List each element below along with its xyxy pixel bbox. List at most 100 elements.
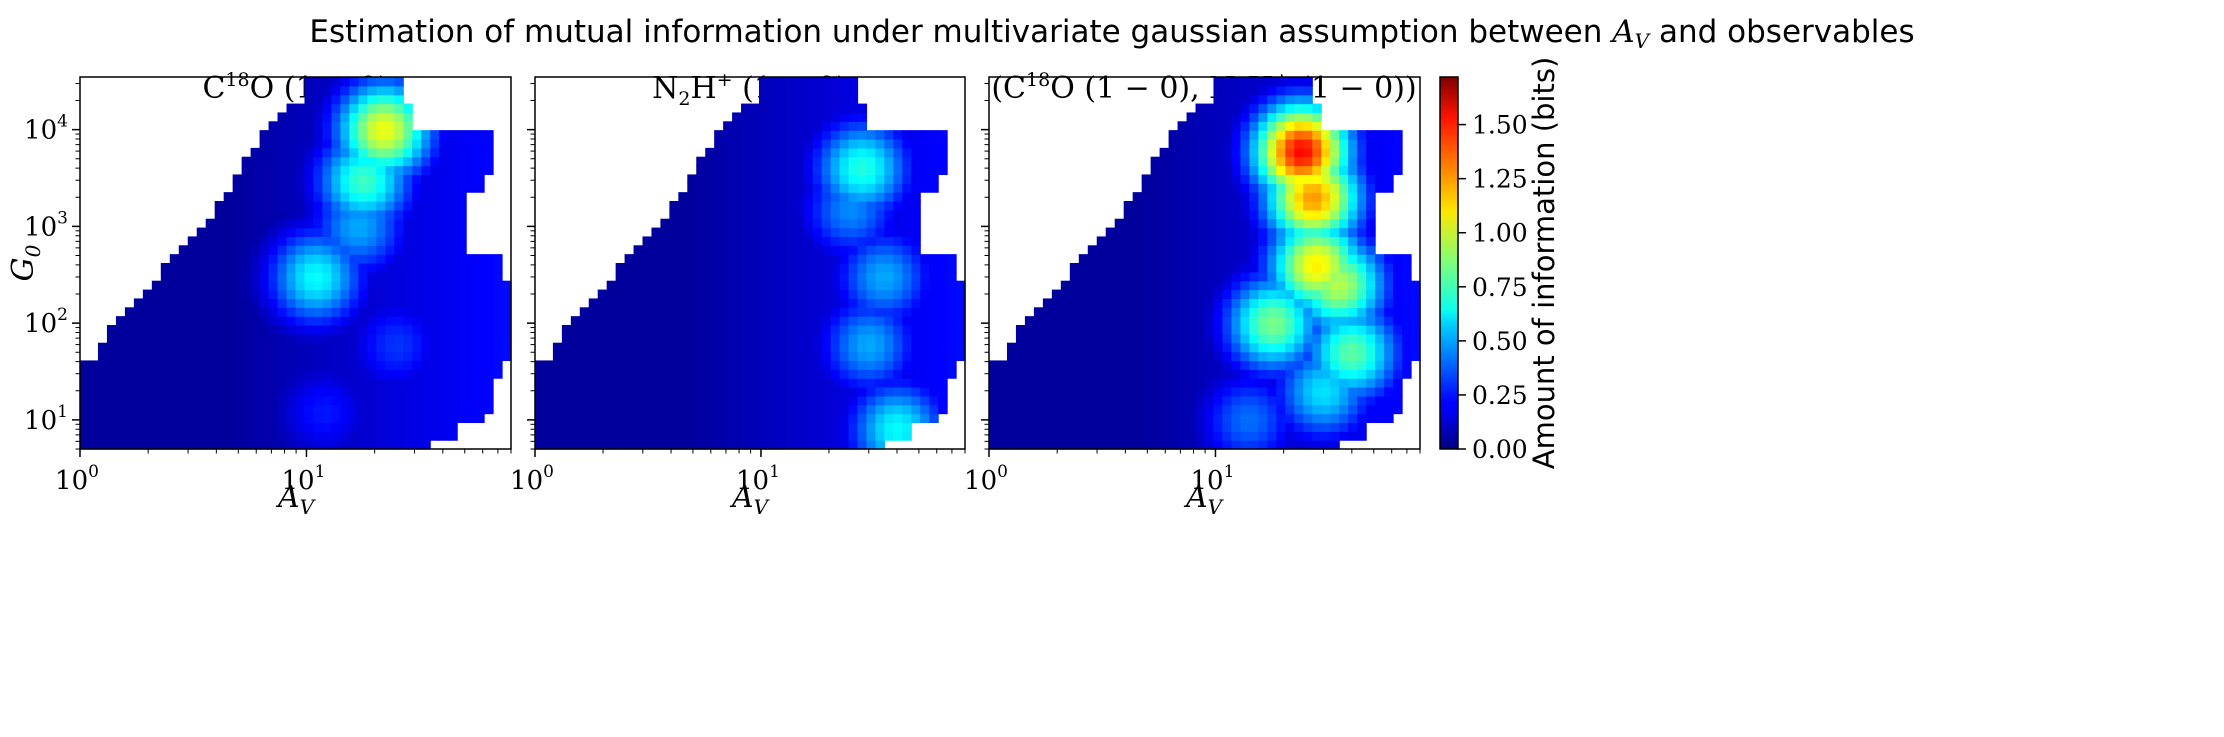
heatmap-cell	[615, 422, 626, 432]
heatmap-cell	[776, 440, 787, 450]
heatmap-cell	[920, 254, 930, 264]
heatmap-cell	[241, 378, 252, 388]
heatmap-cell	[1249, 422, 1259, 432]
heatmap-cell	[1222, 209, 1233, 220]
heatmap-cell	[1096, 413, 1107, 424]
heatmap-cell	[421, 360, 431, 370]
heatmap-cell	[1186, 289, 1197, 300]
heatmap-cell	[1186, 333, 1197, 344]
heatmap-cell	[857, 333, 868, 344]
heatmap-cell	[1168, 254, 1179, 264]
heatmap-cell	[1366, 254, 1376, 264]
heatmap-cell	[1195, 263, 1206, 273]
heatmap-cell	[723, 263, 733, 273]
heatmap-cell	[1123, 387, 1134, 397]
heatmap-cell	[1006, 395, 1017, 406]
heatmap-cell	[1303, 360, 1313, 370]
heatmap-cell	[1141, 440, 1152, 450]
heatmap-cell	[857, 378, 868, 388]
heatmap-cell	[376, 139, 386, 149]
heatmap-cell	[1375, 342, 1385, 353]
heatmap-cell	[403, 342, 413, 353]
heatmap-cell	[1078, 271, 1089, 282]
heatmap-cell	[902, 218, 912, 229]
heatmap-cell	[1348, 263, 1358, 273]
heatmap-cell	[331, 192, 341, 202]
heatmap-cell	[866, 174, 877, 184]
heatmap-cell	[543, 387, 554, 397]
heatmap-cell	[714, 316, 724, 326]
heatmap-cell	[803, 413, 814, 424]
heatmap-cell	[803, 342, 814, 353]
heatmap-cell	[938, 325, 948, 335]
heatmap-cell	[1375, 271, 1385, 282]
heatmap-cell	[223, 325, 234, 335]
heatmap-cell	[794, 342, 805, 353]
heatmap-cell	[714, 404, 724, 415]
heatmap-cell	[187, 404, 198, 415]
heatmap-cell	[367, 236, 377, 246]
heatmap-cell	[767, 333, 778, 344]
heatmap-cell	[268, 192, 279, 202]
heatmap-cell	[1177, 307, 1188, 317]
heatmap-cell	[349, 378, 359, 388]
heatmap-cell	[1357, 351, 1367, 362]
heatmap-cell	[1078, 440, 1089, 450]
heatmap-cell	[412, 201, 422, 211]
heatmap-cell	[286, 130, 297, 140]
heatmap-cell	[430, 307, 440, 317]
heatmap-cell	[750, 201, 760, 211]
heatmap-cell	[277, 156, 288, 167]
heatmap-cell	[133, 333, 144, 344]
heatmap-cell	[304, 165, 315, 176]
heatmap-cell	[1330, 165, 1340, 176]
heatmap-cell	[750, 121, 760, 131]
heatmap-cell	[588, 307, 599, 317]
heatmap-cell	[597, 325, 608, 335]
heatmap-cell	[214, 271, 225, 282]
heatmap-cell	[1051, 342, 1062, 353]
heatmap-cell	[322, 156, 333, 167]
heatmap-cell	[714, 174, 724, 184]
heatmap-cell	[552, 422, 563, 432]
heatmap-cell	[1096, 422, 1107, 432]
heatmap-cell	[205, 227, 216, 238]
heatmap-cell	[1114, 333, 1125, 344]
heatmap-cell	[732, 316, 742, 326]
heatmap-cell	[579, 325, 590, 335]
heatmap-cell	[785, 316, 796, 326]
heatmap-cell	[484, 254, 494, 264]
heatmap-cell	[403, 333, 413, 344]
heatmap-cell	[893, 139, 903, 149]
heatmap-cell	[669, 209, 679, 220]
heatmap-cell	[304, 227, 315, 238]
heatmap-cell	[142, 395, 153, 406]
heatmap-cell	[223, 413, 234, 424]
heatmap-cell	[1231, 112, 1242, 122]
heatmap-cell	[286, 307, 297, 317]
heatmap-cell	[1222, 387, 1233, 397]
heatmap-cell	[1312, 147, 1322, 158]
heatmap-cell	[579, 440, 590, 450]
heatmap-cell	[1186, 201, 1197, 211]
heatmap-cell	[1258, 342, 1268, 353]
heatmap-cell	[421, 289, 431, 300]
heatmap-cell	[758, 395, 769, 406]
heatmap-cell	[1330, 271, 1340, 282]
heatmap-cell	[803, 431, 814, 441]
heatmap-cell	[1213, 342, 1224, 353]
heatmap-cell	[1051, 404, 1062, 415]
heatmap-cell	[412, 316, 422, 326]
heatmap-cell	[1303, 147, 1313, 158]
heatmap-cell	[376, 271, 386, 282]
heatmap-cell	[1303, 342, 1313, 353]
heatmap-cell	[1213, 130, 1224, 140]
heatmap-cell	[421, 254, 431, 264]
heatmap-cell	[376, 103, 386, 114]
heatmap-cell	[902, 333, 912, 344]
heatmap-cell	[947, 307, 957, 317]
colorbar-tick-label: 0.25	[1472, 381, 1528, 410]
heatmap-cell	[340, 431, 350, 441]
heatmap-cell	[1249, 387, 1259, 397]
